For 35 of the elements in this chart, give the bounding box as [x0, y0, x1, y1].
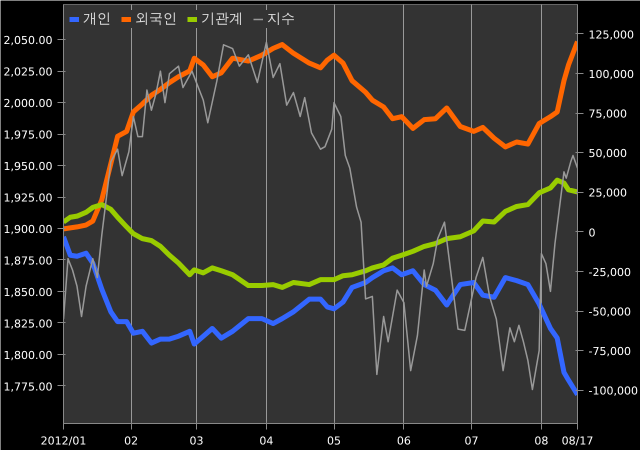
- legend-label: 기관계: [201, 10, 243, 28]
- y-tick-label: 2,000.00: [4, 97, 52, 110]
- y-tick-label: 1,950.00: [4, 160, 52, 174]
- y2-tick-label: -25,000: [588, 266, 631, 279]
- x-tick-label: 08: [534, 434, 548, 448]
- y2-tick-label: -75,000: [588, 345, 631, 358]
- y-tick-label: 1,800.00: [4, 348, 52, 362]
- x-tick-label: 02: [124, 434, 138, 448]
- y2-tick-label: -50,000: [588, 306, 631, 319]
- legend-label: 개인: [83, 10, 111, 28]
- x-tick-label: 06: [396, 434, 411, 448]
- y2-tick-label: 100,000: [588, 68, 634, 81]
- y-tick-label: 1,975.00: [4, 128, 52, 142]
- y-tick-label: 2,050.00: [4, 34, 52, 48]
- y2-tick-label: -100,000: [588, 384, 638, 398]
- y-tick-label: 1,850.00: [4, 286, 52, 299]
- y2-tick-label: 75,000: [588, 108, 627, 121]
- x-tick-label: 03: [190, 434, 204, 448]
- y2-tick-label: 25,000: [588, 186, 627, 200]
- y-tick-label: 1,875.00: [4, 254, 52, 268]
- legend-label: 지수: [267, 10, 295, 28]
- y2-tick-label: 0: [588, 226, 596, 240]
- y2-tick-label: 125,000: [588, 28, 634, 42]
- y-tick-label: 1,775.00: [4, 380, 52, 394]
- x-tick-label: 04: [259, 434, 274, 448]
- y-tick-label: 2,025.00: [4, 66, 52, 79]
- y-tick-label: 1,900.00: [4, 222, 52, 236]
- y-tick-label: 1,925.00: [4, 192, 52, 205]
- y-tick-label: 1,825.00: [4, 317, 52, 330]
- x-tick-label: 05: [327, 434, 342, 448]
- x-tick-label: 07: [464, 434, 479, 448]
- x-tick-label: 2012/01: [40, 434, 86, 448]
- x-tick-label: 08/17: [562, 434, 594, 448]
- y2-tick-label: 50,000: [588, 147, 627, 160]
- legend-label: 외국인: [135, 10, 177, 28]
